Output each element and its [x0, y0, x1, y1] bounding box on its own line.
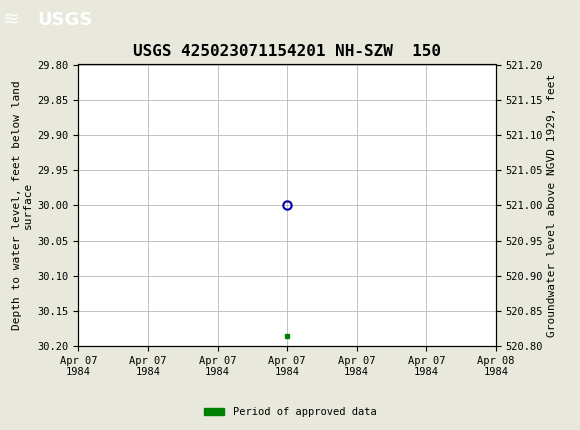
Y-axis label: Groundwater level above NGVD 1929, feet: Groundwater level above NGVD 1929, feet	[548, 74, 557, 337]
Title: USGS 425023071154201 NH-SZW  150: USGS 425023071154201 NH-SZW 150	[133, 44, 441, 59]
Y-axis label: Depth to water level, feet below land
surface: Depth to water level, feet below land su…	[12, 80, 33, 330]
Text: USGS: USGS	[38, 11, 93, 29]
Text: ≋: ≋	[3, 10, 19, 29]
Legend: Period of approved data: Period of approved data	[200, 403, 380, 421]
